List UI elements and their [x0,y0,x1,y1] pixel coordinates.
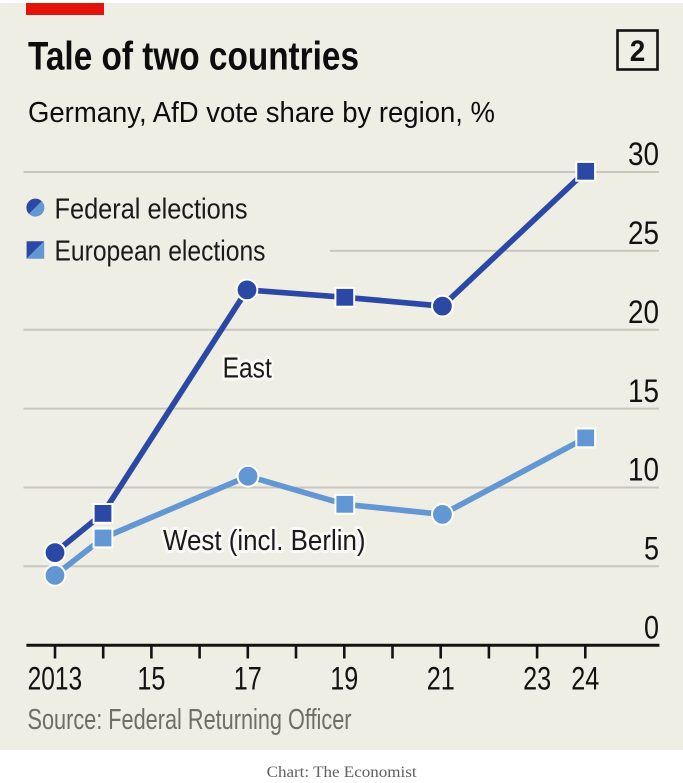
svg-text:2013: 2013 [28,661,83,697]
svg-text:East: East [223,353,272,385]
svg-text:25: 25 [628,215,659,251]
svg-text:West (incl. Berlin): West (incl. Berlin) [163,525,366,557]
svg-text:21: 21 [427,661,455,697]
svg-text:European elections: European elections [55,235,266,267]
svg-text:30: 30 [628,136,659,172]
svg-text:19: 19 [330,661,358,697]
svg-text:Tale of two countries: Tale of two countries [28,35,359,79]
svg-text:15: 15 [628,373,659,409]
svg-text:Germany, AfD vote share by reg: Germany, AfD vote share by region, % [28,97,495,129]
svg-text:Source: Federal Returning Offi: Source: Federal Returning Officer [28,704,352,736]
svg-text:2: 2 [630,35,646,68]
svg-text:20: 20 [628,294,659,330]
svg-text:Chart: The Economist: Chart: The Economist [267,764,418,781]
svg-text:24: 24 [571,661,599,697]
svg-text:10: 10 [628,452,659,488]
svg-text:17: 17 [234,661,262,697]
svg-text:Federal elections: Federal elections [55,194,248,226]
svg-text:5: 5 [644,531,659,567]
svg-text:0: 0 [644,609,659,645]
svg-text:15: 15 [137,661,165,697]
svg-text:23: 23 [523,661,551,697]
